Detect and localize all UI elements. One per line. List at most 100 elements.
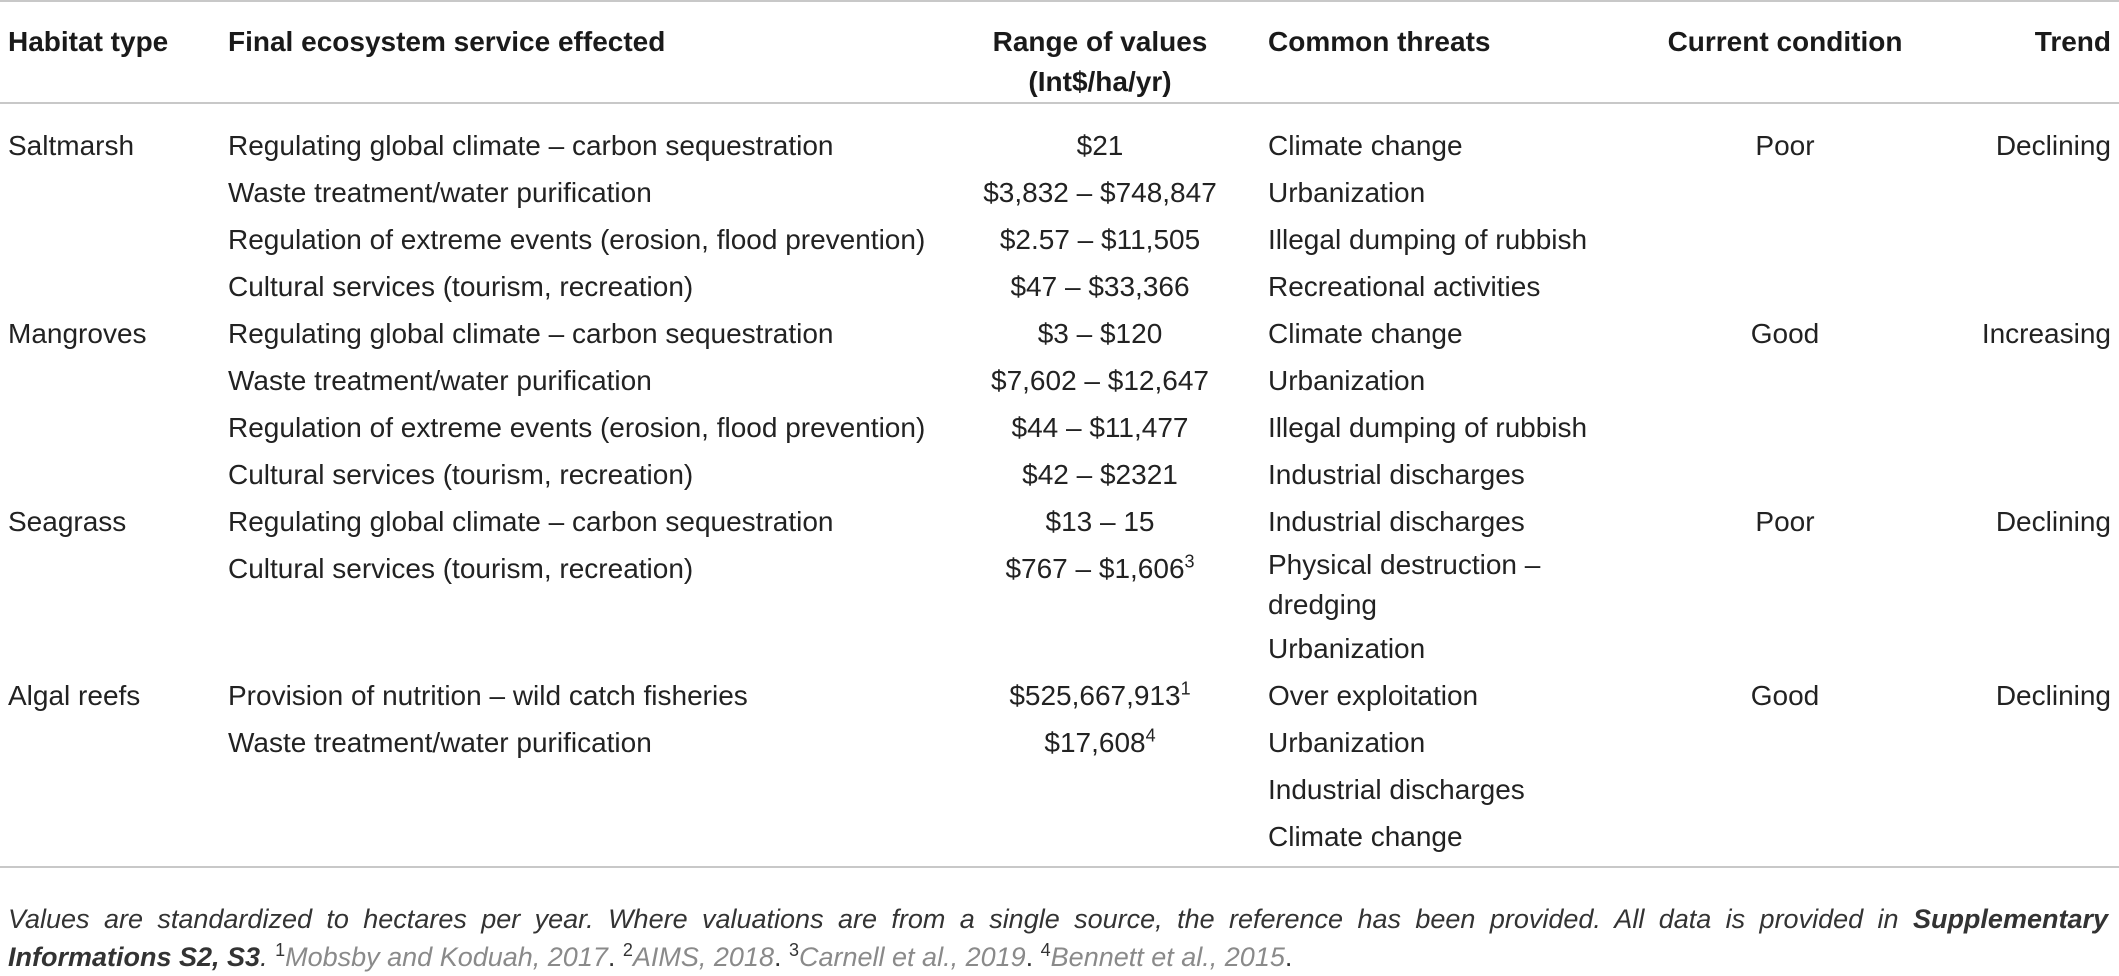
cell-habitat — [0, 545, 220, 625]
cell-habitat: Algal reefs — [8, 680, 141, 711]
cell-habitat — [0, 263, 220, 310]
ref-marker: 3 — [788, 940, 799, 960]
header-range-of-values: Range of values (Int$/ha/yr) — [940, 1, 1260, 103]
cell-value: $47 – $33,366 — [940, 263, 1260, 310]
footnote-text: Values are standardized to hectares per … — [8, 904, 1913, 934]
cell-condition — [1640, 357, 1930, 404]
cell-threat: Over exploitation — [1268, 680, 1479, 711]
cell-trend — [1930, 766, 2119, 813]
cell-condition — [1640, 451, 1930, 498]
table-row: Cultural services (tourism, recreation) … — [0, 263, 2119, 310]
ref-link[interactable]: Bennett et al., 2015 — [1050, 942, 1285, 972]
cell-threat: Urbanization — [1268, 633, 1426, 664]
cell-trend — [1930, 216, 2119, 263]
cell-service: Regulation of extreme events (erosion, f… — [228, 412, 926, 443]
table-row: Industrial discharges — [0, 766, 2119, 813]
ref-marker: 1 — [275, 940, 286, 960]
cell-threat: Recreational activities — [1268, 271, 1541, 302]
cell-value: $44 – $11,477 — [940, 404, 1260, 451]
cell-condition — [1640, 263, 1930, 310]
table-row: Cultural services (tourism, recreation) … — [0, 451, 2119, 498]
ref-link[interactable]: AIMS, 2018 — [632, 942, 774, 972]
cell-value: $42 – $2321 — [940, 451, 1260, 498]
value-text: $525,667,913 — [1009, 680, 1181, 711]
cell-value: $13 – 15 — [940, 498, 1260, 545]
cell-threat: Urbanization — [1268, 365, 1426, 396]
cell-service — [220, 813, 940, 867]
cell-condition: Good — [1750, 680, 1820, 711]
ref-link[interactable]: Carnell et al., 2019 — [799, 942, 1026, 972]
cell-service: Provision of nutrition – wild catch fish… — [228, 680, 748, 711]
header-range-line2: (Int$/ha/yr) — [1028, 66, 1172, 97]
table-row: Climate change — [0, 813, 2119, 867]
cell-habitat: Saltmarsh — [8, 130, 135, 161]
value-text: $17,608 — [1044, 727, 1146, 758]
cell-trend — [1930, 625, 2119, 672]
cell-value: $525,667,9131 — [940, 672, 1260, 719]
table-footnote: Values are standardized to hectares per … — [8, 904, 2108, 972]
cell-habitat — [0, 451, 220, 498]
cell-service: Waste treatment/water purification — [228, 177, 652, 208]
value-text: $21 — [1076, 130, 1124, 161]
cell-habitat — [0, 357, 220, 404]
cell-trend: Increasing — [1981, 318, 2111, 349]
cell-condition — [1640, 545, 1930, 625]
cell-service — [220, 766, 940, 813]
cell-value: $767 – $1,6063 — [940, 545, 1260, 625]
cell-habitat — [0, 766, 220, 813]
cell-condition: Poor — [1755, 130, 1815, 161]
table-row: Urbanization — [0, 625, 2119, 672]
cell-trend: Declining — [1995, 680, 2111, 711]
cell-threat: Industrial discharges — [1268, 506, 1525, 537]
table-row: Saltmarsh Regulating global climate – ca… — [0, 103, 2119, 169]
cell-service: Regulating global climate – carbon seque… — [228, 506, 834, 537]
cell-habitat — [0, 216, 220, 263]
cell-trend — [1930, 169, 2119, 216]
cell-service: Cultural services (tourism, recreation) — [228, 553, 694, 584]
cell-trend — [1930, 545, 2119, 625]
cell-condition — [1640, 169, 1930, 216]
footnote-period: . — [260, 942, 268, 972]
cell-trend: Declining — [1995, 506, 2111, 537]
value-text: $767 – $1,606 — [1005, 553, 1185, 584]
cell-condition — [1640, 766, 1930, 813]
cell-condition: Poor — [1755, 506, 1815, 537]
cell-threat: Illegal dumping of rubbish — [1268, 224, 1588, 255]
cell-value — [940, 625, 1260, 672]
cell-service: Cultural services (tourism, recreation) — [228, 459, 694, 490]
cell-service: Cultural services (tourism, recreation) — [228, 271, 694, 302]
cell-condition — [1640, 404, 1930, 451]
cell-trend — [1930, 813, 2119, 867]
table-row: Waste treatment/water purification $3,83… — [0, 169, 2119, 216]
cell-threat: Climate change — [1268, 318, 1463, 349]
cell-trend: Declining — [1995, 130, 2111, 161]
ref-link[interactable]: Mobsby and Koduah, 2017 — [285, 942, 608, 972]
cell-habitat — [0, 169, 220, 216]
cell-threat: Urbanization — [1268, 177, 1426, 208]
cell-threat: Climate change — [1268, 821, 1463, 852]
header-habitat-type: Habitat type — [8, 26, 169, 57]
cell-condition — [1640, 813, 1930, 867]
value-text: $44 – $11,477 — [1011, 412, 1189, 443]
cell-service: Waste treatment/water purification — [228, 365, 652, 396]
cell-habitat — [0, 813, 220, 867]
header-common-threats: Common threats — [1268, 26, 1491, 57]
table-header-row: Habitat type Final ecosystem service eff… — [0, 1, 2119, 103]
header-range-line1: Range of values — [992, 26, 1208, 57]
cell-trend — [1930, 263, 2119, 310]
supplementary-link[interactable]: Supplementary Informations S2, S3 — [8, 904, 2108, 972]
table-row: Regulation of extreme events (erosion, f… — [0, 404, 2119, 451]
table-row: Regulation of extreme events (erosion, f… — [0, 216, 2119, 263]
cell-condition: Good — [1750, 318, 1820, 349]
cell-condition — [1640, 625, 1930, 672]
header-trend: Trend — [2034, 26, 2111, 57]
cell-service — [220, 625, 940, 672]
ref-marker: 2 — [622, 940, 633, 960]
header-current-condition: Current condition — [1667, 26, 1903, 57]
cell-value: $17,6084 — [940, 719, 1260, 766]
cell-value: $21 — [940, 103, 1260, 169]
cell-threat: Urbanization — [1268, 727, 1426, 758]
cell-value: $3,832 – $748,847 — [940, 169, 1260, 216]
cell-habitat — [0, 719, 220, 766]
